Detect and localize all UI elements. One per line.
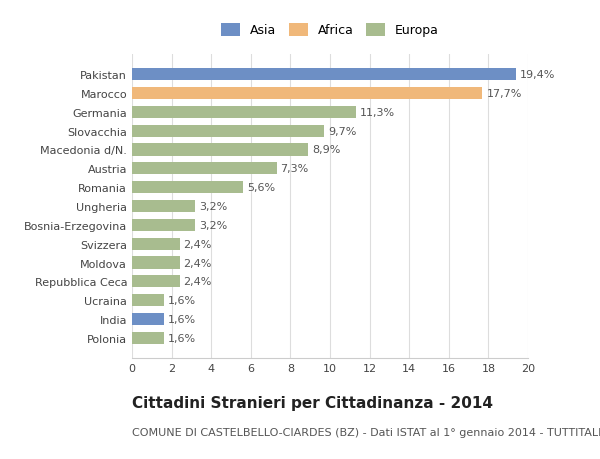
Text: 2,4%: 2,4% (184, 258, 212, 268)
Bar (132, 69, 516, 81)
Bar (132, 238, 179, 250)
Text: 17,7%: 17,7% (487, 89, 522, 99)
Text: 19,4%: 19,4% (520, 70, 556, 80)
Text: 8,9%: 8,9% (312, 145, 341, 155)
Text: 1,6%: 1,6% (167, 296, 196, 306)
Text: 1,6%: 1,6% (167, 333, 196, 343)
Bar (132, 88, 482, 100)
Text: 1,6%: 1,6% (167, 314, 196, 325)
Text: COMUNE DI CASTELBELLO-CIARDES (BZ) - Dati ISTAT al 1° gennaio 2014 - TUTTITALIA.: COMUNE DI CASTELBELLO-CIARDES (BZ) - Dat… (132, 427, 600, 437)
Bar (132, 106, 356, 119)
Text: 2,4%: 2,4% (184, 277, 212, 287)
Bar (132, 276, 179, 288)
Bar (132, 163, 277, 175)
Text: 7,3%: 7,3% (281, 164, 309, 174)
Text: 9,7%: 9,7% (328, 126, 356, 136)
Text: 2,4%: 2,4% (184, 239, 212, 249)
Bar (132, 182, 243, 194)
Bar (132, 257, 179, 269)
Bar (132, 201, 196, 213)
Text: 11,3%: 11,3% (360, 107, 395, 118)
Legend: Asia, Africa, Europa: Asia, Africa, Europa (218, 20, 442, 41)
Bar (132, 144, 308, 156)
Text: 3,2%: 3,2% (199, 220, 227, 230)
Text: Cittadini Stranieri per Cittadinanza - 2014: Cittadini Stranieri per Cittadinanza - 2… (132, 395, 493, 410)
Bar (132, 332, 164, 344)
Bar (132, 219, 196, 231)
Text: 5,6%: 5,6% (247, 183, 275, 193)
Bar (132, 125, 324, 137)
Bar (132, 294, 164, 307)
Text: 3,2%: 3,2% (199, 202, 227, 212)
Bar (132, 313, 164, 325)
